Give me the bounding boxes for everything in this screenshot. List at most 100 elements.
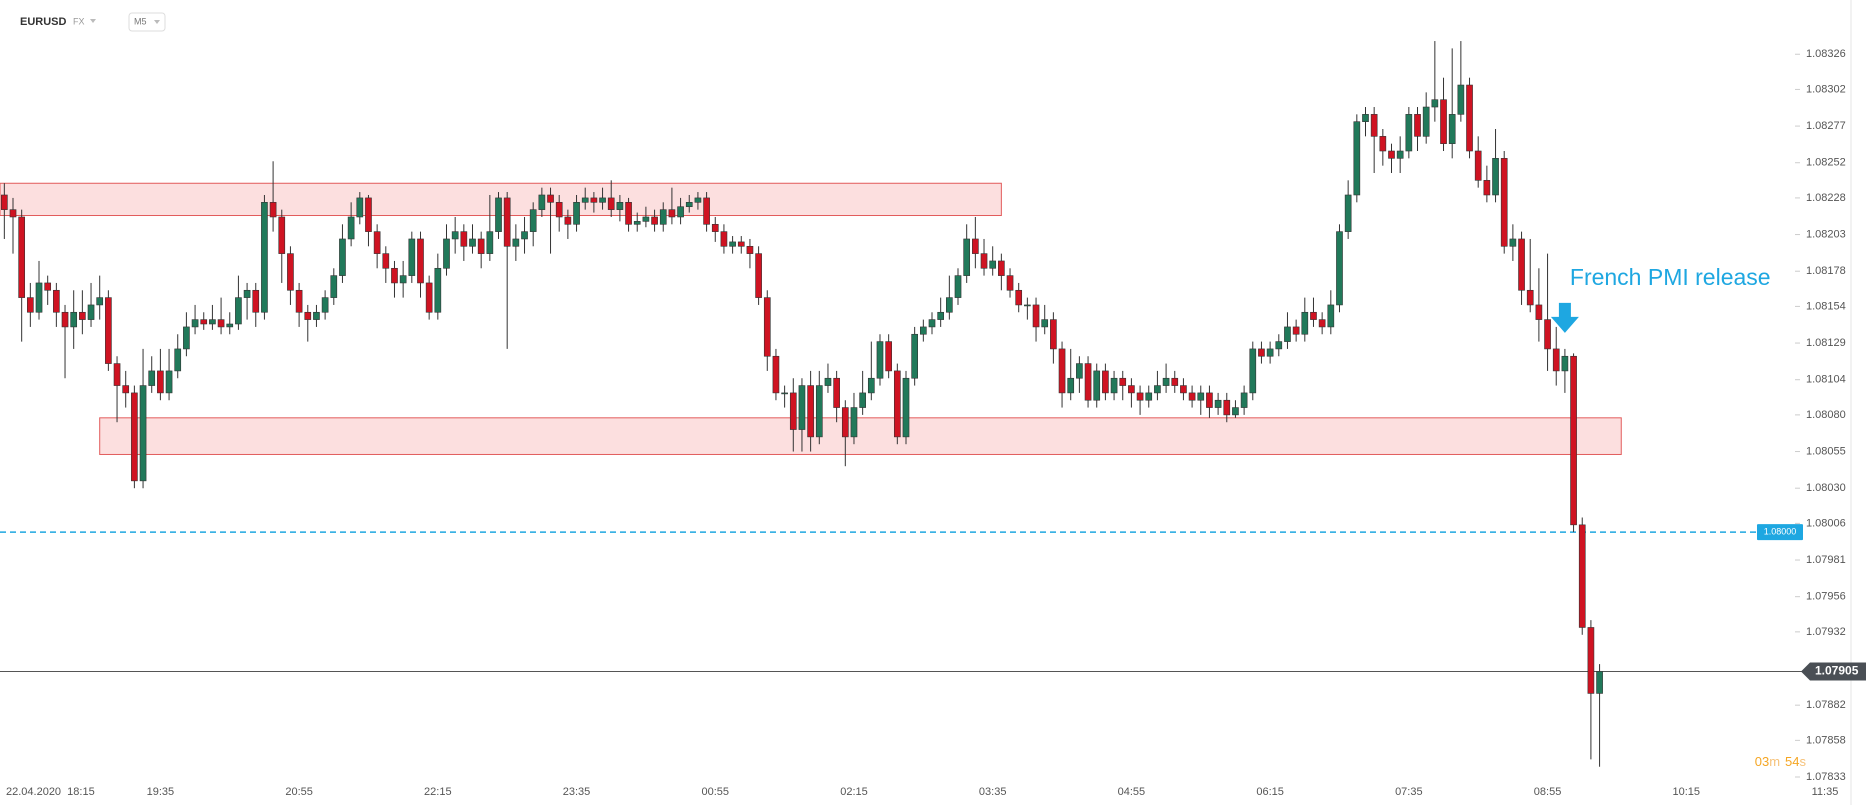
x-tick-label: 03:35 — [979, 786, 1007, 798]
countdown-part: s — [1800, 754, 1807, 769]
candle-body — [486, 231, 494, 254]
candle-body — [1058, 348, 1066, 394]
candle-body — [217, 319, 225, 328]
y-tick-label: 1.07932 — [1806, 626, 1846, 638]
interval[interactable]: M5 — [134, 16, 147, 26]
y-tick-label: 1.07833 — [1806, 771, 1846, 783]
candle-body — [815, 385, 823, 438]
candle-body — [1006, 275, 1014, 291]
candle-body — [460, 231, 468, 247]
candle-body — [1076, 363, 1083, 379]
candle-body — [1162, 377, 1170, 386]
candle-body — [1518, 238, 1525, 291]
candle-body — [1136, 392, 1144, 401]
x-tick-label: 00:55 — [701, 786, 729, 798]
x-tick-label: 07:35 — [1395, 786, 1423, 798]
plot: 1.08326 1.08302 1.08277 1.08252 1.08228 1.082… — [0, 41, 1866, 798]
y-tick-label: 1.07981 — [1806, 554, 1846, 566]
candle-body — [1206, 392, 1213, 408]
candle-body — [590, 197, 598, 203]
candle-body — [495, 197, 502, 232]
candle-body — [18, 216, 26, 298]
candle-body — [1275, 341, 1283, 350]
candle-body — [226, 323, 234, 328]
candle-body — [1405, 114, 1413, 152]
candle-body — [252, 289, 260, 313]
candle-body — [165, 370, 173, 394]
price-label: 1.07905 — [1815, 664, 1859, 678]
candle-body — [434, 267, 442, 313]
candle-body — [191, 319, 199, 328]
candle-body — [1414, 114, 1421, 137]
candle-body — [946, 297, 953, 313]
candle-body — [685, 202, 693, 208]
candle-body — [313, 311, 320, 320]
candle-body — [1336, 231, 1343, 306]
candle-body — [1535, 304, 1543, 320]
candle-body — [1214, 399, 1222, 408]
y-tick-label: 1.08277 — [1806, 120, 1846, 132]
y-tick-label: 1.08104 — [1806, 374, 1846, 386]
candle-body — [399, 275, 407, 284]
candle-body — [53, 289, 60, 313]
candle-body — [330, 275, 338, 298]
candle-body — [512, 238, 520, 247]
candle-body — [1240, 392, 1248, 408]
candle-body — [1509, 238, 1517, 247]
countdown: 03m 54s — [1755, 754, 1807, 769]
candle-body — [867, 377, 875, 394]
market[interactable]: FX — [73, 16, 85, 26]
candle-body — [1102, 370, 1109, 394]
y-tick-label: 1.08302 — [1806, 83, 1846, 95]
candle-body — [139, 385, 147, 482]
candle-body — [694, 197, 702, 203]
candle-body — [1457, 84, 1465, 115]
candle-body — [425, 282, 433, 313]
y-tick-label: 1.08080 — [1806, 409, 1846, 421]
y-tick-label: 1.08326 — [1806, 48, 1846, 60]
x-tick-label: 20:55 — [285, 786, 313, 798]
candle-body — [833, 377, 840, 408]
candle-body — [96, 297, 104, 306]
candle-body — [980, 253, 988, 269]
candle-body — [737, 241, 745, 247]
candle-body — [174, 348, 182, 372]
interval-dropdown[interactable] — [154, 20, 160, 24]
candle-body — [287, 253, 294, 291]
candle-body — [451, 231, 459, 240]
y-tick-label: 1.08203 — [1806, 228, 1846, 240]
candle-body — [1544, 319, 1551, 350]
price-label-box — [1801, 662, 1866, 681]
symbol[interactable]: EURUSD — [20, 16, 67, 28]
y-tick-label: 1.08129 — [1806, 337, 1846, 349]
candle-body — [902, 377, 910, 438]
candle-body — [1171, 377, 1179, 386]
candle-body — [44, 282, 52, 291]
candle-body — [1, 194, 8, 210]
candle-body — [1483, 180, 1491, 196]
candle-body — [1431, 99, 1439, 108]
candle-body — [391, 267, 398, 284]
candle-body — [347, 216, 355, 240]
candle-body — [503, 197, 511, 247]
candle-body — [79, 311, 86, 320]
x-tick-label: 10:15 — [1673, 786, 1701, 798]
candle-body — [1570, 355, 1577, 526]
candle-body — [261, 202, 268, 313]
candle-body — [729, 241, 736, 247]
candle-body — [356, 197, 364, 218]
candle-body — [1154, 385, 1161, 394]
candle-body — [1128, 385, 1135, 394]
candle-body — [885, 341, 892, 372]
market-dropdown[interactable] — [90, 19, 96, 23]
candle-body — [1084, 363, 1092, 401]
y-tick-label: 1.08006 — [1806, 517, 1846, 529]
candle-body — [538, 194, 546, 210]
candle-body — [1301, 311, 1309, 335]
interval-box[interactable] — [128, 12, 166, 32]
candle-body — [998, 260, 1005, 276]
candle-body — [824, 377, 832, 386]
candle-body — [651, 216, 658, 225]
candle-body — [1284, 326, 1291, 342]
candle-body — [70, 311, 78, 328]
